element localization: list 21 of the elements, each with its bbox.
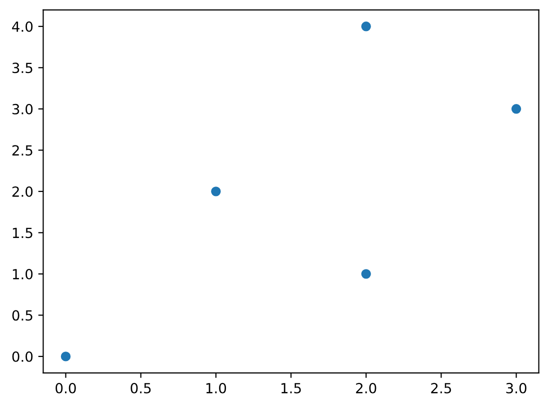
y-tick-label: 1.5 — [12, 228, 32, 238]
point — [511, 104, 522, 114]
x-tick-label: 2.0 — [356, 382, 376, 394]
point — [361, 269, 371, 279]
y-tick-label: 1.0 — [12, 268, 33, 280]
y-tick-label: 2.5 — [12, 145, 32, 156]
x-tick-label: 1.0 — [206, 382, 226, 394]
x-tick-label: 0.5 — [130, 382, 151, 394]
x-tick-label: 3.0 — [506, 382, 526, 394]
point — [60, 352, 71, 362]
y-tick-label: 3.5 — [12, 62, 32, 74]
x-tick-label: 2.5 — [431, 382, 452, 394]
y-tick-label: 3.0 — [12, 104, 33, 114]
y-tick-label: 0.5 — [12, 310, 32, 321]
y-tick-label: 4.0 — [12, 21, 33, 32]
point — [211, 186, 221, 196]
x-tick-label: 0.0 — [56, 382, 76, 394]
x-tick-label: 1.5 — [281, 383, 301, 394]
y-tick-label: 2.0 — [12, 186, 33, 197]
y-tick-label: 0.0 — [12, 351, 33, 362]
point — [361, 22, 371, 32]
